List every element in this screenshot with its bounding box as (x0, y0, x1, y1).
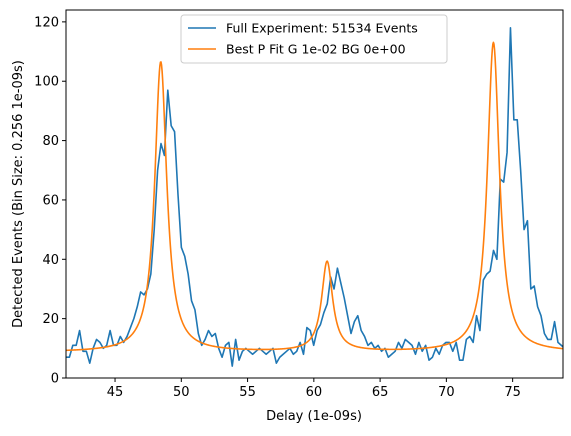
series-layer (66, 27, 563, 367)
series-line-best-fit (66, 41, 563, 352)
x-tick-label: 65 (372, 385, 389, 400)
legend-box (180, 14, 448, 64)
legend-label-full-experiment: Full Experiment: 51534 Events (226, 21, 418, 36)
x-tick-label: 60 (306, 385, 323, 400)
y-tick-label: 60 (42, 193, 59, 208)
y-tick-label: 100 (34, 75, 59, 90)
x-axis: 45 50 55 60 65 70 75 (107, 378, 521, 400)
y-tick-label: 20 (42, 312, 59, 327)
x-tick-label: 70 (438, 385, 455, 400)
x-tick-label: 75 (504, 385, 521, 400)
y-tick-label: 120 (34, 15, 59, 30)
x-tick-label: 55 (239, 385, 256, 400)
y-tick-label: 80 (42, 134, 59, 149)
plot-frame (65, 9, 564, 379)
y-tick-label: 0 (51, 372, 59, 387)
legend: Full Experiment: 51534 Events Best P Fit… (180, 14, 448, 64)
y-axis: 0 20 40 60 80 100 120 (34, 15, 66, 387)
y-tick-label: 40 (42, 253, 59, 268)
y-axis-label: Detected Events (Bin Size: 0.256 1e-09s) (11, 60, 26, 328)
x-tick-label: 45 (107, 385, 124, 400)
x-axis-label: Delay (1e-09s) (266, 409, 362, 424)
legend-label-best-fit: Best P Fit G 1e-02 BG 0e+00 (226, 42, 406, 57)
x-tick-label: 50 (173, 385, 190, 400)
